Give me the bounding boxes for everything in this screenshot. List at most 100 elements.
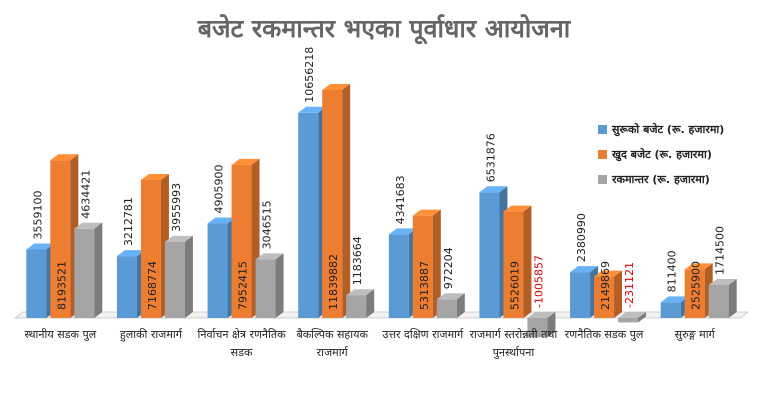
bar-front xyxy=(231,164,252,318)
bar-top xyxy=(570,266,599,273)
bar-side xyxy=(547,312,556,338)
bar-top xyxy=(388,228,417,235)
bar-front xyxy=(116,256,137,318)
bar xyxy=(164,235,193,318)
legend-label: रकमान्तर (रू. हजारमा) xyxy=(611,173,710,186)
bar-front xyxy=(708,284,729,318)
bar xyxy=(503,205,532,318)
bar xyxy=(74,222,103,318)
data-label: 4341683 xyxy=(394,175,407,224)
bar xyxy=(527,312,556,338)
data-label: 811400 xyxy=(666,250,679,292)
data-label: 1714500 xyxy=(714,226,727,275)
bar xyxy=(207,217,236,318)
bar-front xyxy=(207,223,228,318)
data-label: 2149869 xyxy=(599,261,612,310)
bar-front xyxy=(346,295,367,318)
bar-front xyxy=(660,302,681,318)
bar-side xyxy=(366,289,375,318)
bar xyxy=(26,243,55,318)
bar-front xyxy=(26,249,47,318)
bar-top xyxy=(479,186,508,193)
data-label: 6531876 xyxy=(484,133,497,182)
data-label: 7168774 xyxy=(146,261,159,310)
bar-top xyxy=(660,296,689,303)
bar-top xyxy=(255,253,284,260)
bar xyxy=(594,270,623,318)
bar-front xyxy=(322,90,343,318)
bar xyxy=(570,266,599,318)
bar-front xyxy=(527,318,548,338)
bar xyxy=(436,293,465,318)
bar-top xyxy=(164,235,193,242)
bar-side xyxy=(614,270,623,318)
data-label: 5313887 xyxy=(418,261,431,310)
bar-front xyxy=(298,112,319,318)
x-tick-label: हुलाकी राजमार्ग xyxy=(119,328,182,341)
x-tick-label: राजमार्ग स्तरोन्नती तथा पुनर्स्थापना xyxy=(469,328,558,359)
chart-title: बजेट रकमान्तर भएका पूर्वाधार आयोजना xyxy=(197,14,572,45)
bar-front xyxy=(140,179,161,318)
data-label: 972204 xyxy=(442,247,455,289)
bar-side xyxy=(432,209,441,318)
bar-top xyxy=(412,209,441,216)
bar xyxy=(479,186,508,318)
data-label: 4634421 xyxy=(79,170,92,219)
bar-side xyxy=(523,205,532,318)
bar-front xyxy=(74,228,95,318)
bar-top xyxy=(684,263,713,270)
bar-front xyxy=(436,299,457,318)
data-label: 11839882 xyxy=(327,254,340,310)
x-tick-label: बैकल्पिक सहायक राजमार्ग xyxy=(296,328,368,359)
bar-side xyxy=(342,84,351,318)
x-tick-label: रणनैतिक सडक पुल xyxy=(564,328,644,341)
bar-front xyxy=(50,160,71,318)
bar-top xyxy=(140,173,169,180)
data-label: 1183664 xyxy=(351,236,364,285)
bar xyxy=(618,312,647,323)
bar-front xyxy=(594,276,615,318)
x-tick-label: उत्तर दक्षिण राजमार्ग xyxy=(382,328,464,341)
bar-top xyxy=(527,312,556,318)
bar-top xyxy=(618,312,647,318)
legend-label: खुद बजेट (रू. हजारमा) xyxy=(611,147,712,162)
bar-front xyxy=(164,241,185,318)
legend-swatch xyxy=(598,150,607,159)
data-label: 8193521 xyxy=(55,261,68,310)
data-label: 3559100 xyxy=(31,190,44,239)
x-tick-label: सुरुङ्ग मार्ग xyxy=(674,328,715,341)
bar-top xyxy=(503,205,532,212)
bar xyxy=(322,84,351,318)
legend-swatch xyxy=(598,125,607,134)
bar-side xyxy=(184,235,193,318)
data-label: -1005857 xyxy=(532,255,545,308)
data-label: 10656218 xyxy=(303,47,316,103)
bar-top xyxy=(594,270,623,277)
x-tick-label: निर्वाचन क्षेत्र रणनैतिक सडक xyxy=(197,328,286,359)
bar-front xyxy=(412,215,433,318)
x-tick-label: स्थानीय सडक पुल xyxy=(24,328,97,341)
bar-top xyxy=(207,217,236,224)
bar-top xyxy=(708,278,737,285)
bar-side xyxy=(456,293,465,318)
bar-front xyxy=(570,272,591,318)
data-label: -231121 xyxy=(623,262,636,308)
bar-side xyxy=(638,312,647,323)
bar-side xyxy=(728,278,737,318)
data-label: 3046515 xyxy=(261,200,274,249)
bar xyxy=(116,250,145,318)
bar-top xyxy=(436,293,465,300)
bar-top xyxy=(116,250,145,257)
bar-side xyxy=(275,253,284,318)
data-label: 2380990 xyxy=(575,213,588,262)
bar xyxy=(255,253,284,318)
bar-top xyxy=(50,154,79,161)
legend-swatch xyxy=(598,175,607,184)
legend-label: सुरूको बजेट (रू. हजारमा) xyxy=(611,122,724,137)
bar xyxy=(412,209,441,318)
bar-front xyxy=(479,192,500,318)
data-label: 7952415 xyxy=(237,261,250,310)
bar-side xyxy=(94,222,103,318)
